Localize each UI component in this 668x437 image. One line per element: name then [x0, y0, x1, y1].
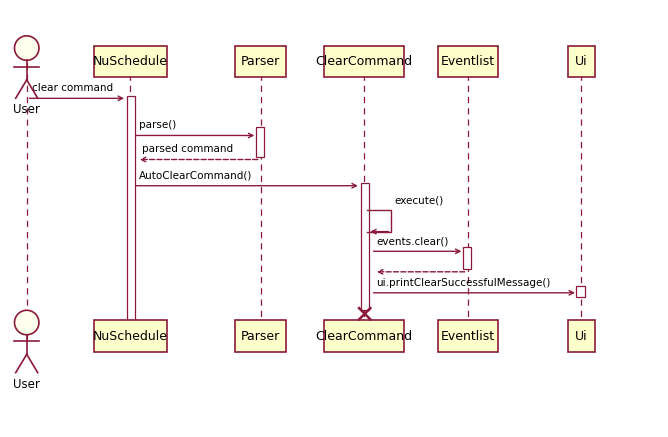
Text: Parser: Parser — [241, 55, 280, 68]
Text: parsed command: parsed command — [142, 144, 233, 154]
Bar — [94, 46, 167, 77]
Bar — [324, 320, 404, 352]
Bar — [576, 286, 584, 297]
Bar — [94, 320, 167, 352]
Text: User: User — [13, 104, 40, 117]
Bar — [438, 46, 498, 77]
Text: execute(): execute() — [395, 195, 444, 205]
Bar — [127, 96, 135, 329]
Bar — [236, 320, 286, 352]
Bar — [236, 46, 286, 77]
Text: Parser: Parser — [241, 329, 280, 343]
Bar — [361, 183, 369, 310]
Text: ClearCommand: ClearCommand — [315, 55, 413, 68]
Bar — [438, 320, 498, 352]
Bar — [568, 46, 595, 77]
Text: parse(): parse() — [139, 120, 176, 130]
Bar — [568, 320, 595, 352]
Text: Ui: Ui — [575, 329, 587, 343]
Bar — [324, 46, 404, 77]
Text: Eventlist: Eventlist — [440, 329, 495, 343]
Text: User: User — [13, 378, 40, 391]
Ellipse shape — [15, 36, 39, 60]
Bar — [256, 127, 264, 157]
Text: Ui: Ui — [575, 55, 587, 68]
Text: Eventlist: Eventlist — [440, 55, 495, 68]
Text: clear command: clear command — [32, 83, 113, 93]
Text: events.clear(): events.clear() — [376, 236, 448, 246]
Text: AutoClearCommand(): AutoClearCommand() — [139, 170, 253, 180]
Text: ClearCommand: ClearCommand — [315, 329, 413, 343]
Bar — [463, 247, 471, 269]
Ellipse shape — [15, 310, 39, 335]
Text: ui.printClearSuccessfulMessage(): ui.printClearSuccessfulMessage() — [376, 277, 550, 288]
Text: NuSchedule: NuSchedule — [93, 55, 168, 68]
Text: NuSchedule: NuSchedule — [93, 329, 168, 343]
